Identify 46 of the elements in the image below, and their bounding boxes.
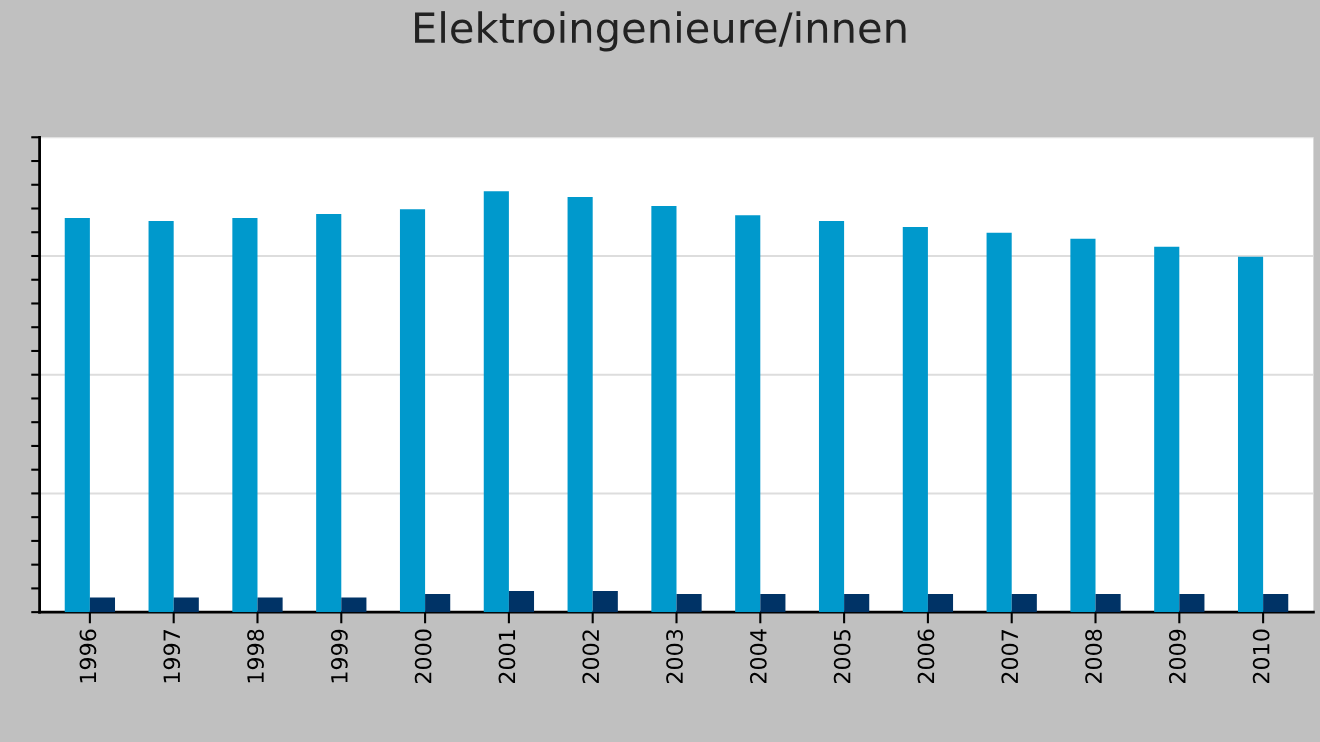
- x-tick-label: 2002: [582, 630, 600, 684]
- bar: [1070, 238, 1096, 613]
- x-tick-label: 2010: [1252, 629, 1270, 684]
- x-tick-label: 1997: [163, 630, 181, 683]
- x-tick-label: 2009: [1168, 629, 1186, 684]
- x-tick-label: 2000: [414, 629, 432, 684]
- x-tick-label: 2003: [666, 629, 683, 684]
- bar: [676, 594, 702, 613]
- bar: [173, 597, 199, 613]
- bar: [64, 218, 90, 613]
- bar: [1011, 594, 1037, 613]
- bar: [651, 205, 677, 613]
- x-tick-label: 2004: [749, 629, 767, 684]
- bar: [986, 232, 1012, 613]
- x-tick-label: 2007: [1001, 630, 1019, 684]
- bar: [1179, 594, 1205, 613]
- x-tick-label: 2008: [1085, 629, 1102, 684]
- x-tick-label: 2005: [833, 630, 851, 684]
- x-tick-label: 2006: [917, 629, 935, 684]
- bar: [902, 226, 928, 613]
- bar: [316, 213, 342, 613]
- bar: [927, 594, 954, 613]
- bar: [1154, 246, 1180, 613]
- bar: [341, 597, 367, 613]
- bar: [232, 218, 258, 613]
- bar: [1263, 594, 1289, 613]
- bar: [1237, 256, 1264, 613]
- bar: [148, 221, 174, 613]
- x-tick-label: 1996: [79, 629, 97, 683]
- bar: [483, 191, 509, 613]
- bar: [760, 594, 786, 613]
- x-tick-label: 1999: [330, 629, 348, 683]
- bar: [1095, 594, 1121, 613]
- bar: [89, 597, 116, 613]
- bar: [818, 221, 845, 613]
- bar: [508, 591, 535, 613]
- bar: [399, 209, 426, 613]
- x-tick-label: 2001: [498, 630, 516, 684]
- bar: [844, 594, 870, 613]
- bar: [257, 597, 283, 613]
- bar: [592, 591, 618, 613]
- bar: [735, 215, 761, 613]
- bar: [567, 197, 593, 613]
- x-tick-label: 1998: [247, 629, 264, 683]
- chart-title: Elektroingenieure/innen: [415, 11, 906, 52]
- bar: [425, 594, 451, 613]
